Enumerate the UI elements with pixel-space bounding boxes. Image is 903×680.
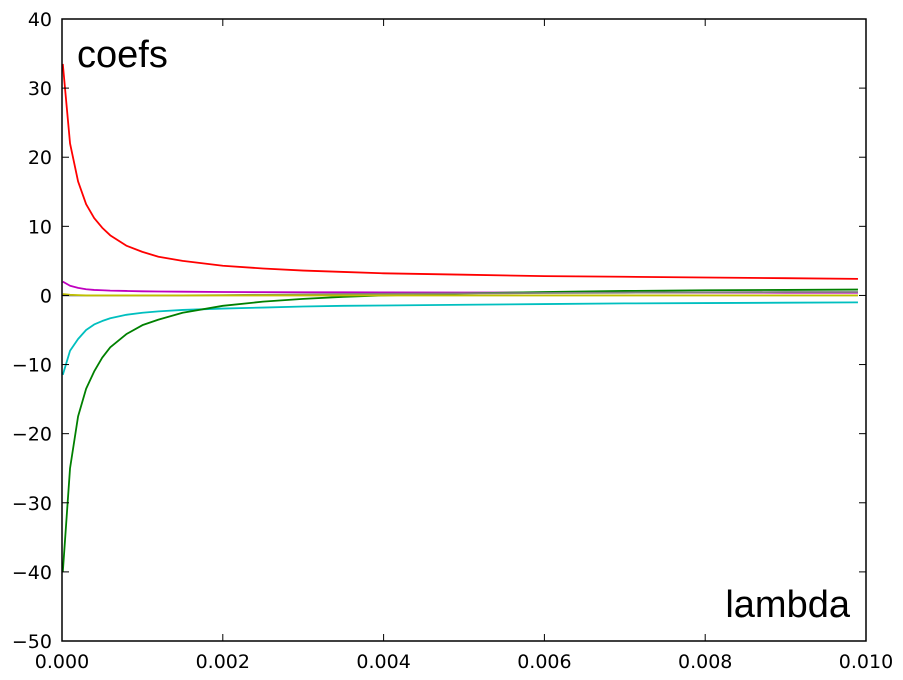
annotation-lambda: lambda bbox=[725, 584, 850, 626]
x-tick-label: 0.000 bbox=[35, 651, 89, 673]
series-line-1 bbox=[61, 63, 858, 280]
y-tick-label: −10 bbox=[12, 355, 52, 377]
y-tick-label: 20 bbox=[28, 147, 52, 169]
y-tick-label: 0 bbox=[40, 285, 52, 307]
series-layer bbox=[61, 63, 858, 572]
y-tick-label: 10 bbox=[28, 216, 52, 238]
plot-frame bbox=[61, 18, 867, 642]
x-tick-label: 0.006 bbox=[517, 651, 571, 673]
x-tick-label: 0.010 bbox=[839, 651, 893, 673]
x-tick-label: 0.002 bbox=[196, 651, 250, 673]
y-tick-label: 30 bbox=[28, 78, 52, 100]
x-tick-label: 0.008 bbox=[678, 651, 732, 673]
x-tick-label: 0.004 bbox=[356, 651, 410, 673]
annotation-coefs: coefs bbox=[77, 34, 168, 76]
y-tick-label: −50 bbox=[12, 631, 52, 653]
y-tick-label: 40 bbox=[28, 9, 52, 31]
y-tick-label: −40 bbox=[12, 562, 52, 584]
y-tick-label: −30 bbox=[12, 493, 52, 515]
series-line-6 bbox=[62, 293, 858, 297]
ticks-layer: 0.000 0.002 0.004 0.006 0.008 0.010 −50 −40 −30 −… bbox=[12, 9, 893, 673]
series-line-4 bbox=[61, 288, 858, 572]
y-tick-label: −20 bbox=[12, 424, 52, 446]
